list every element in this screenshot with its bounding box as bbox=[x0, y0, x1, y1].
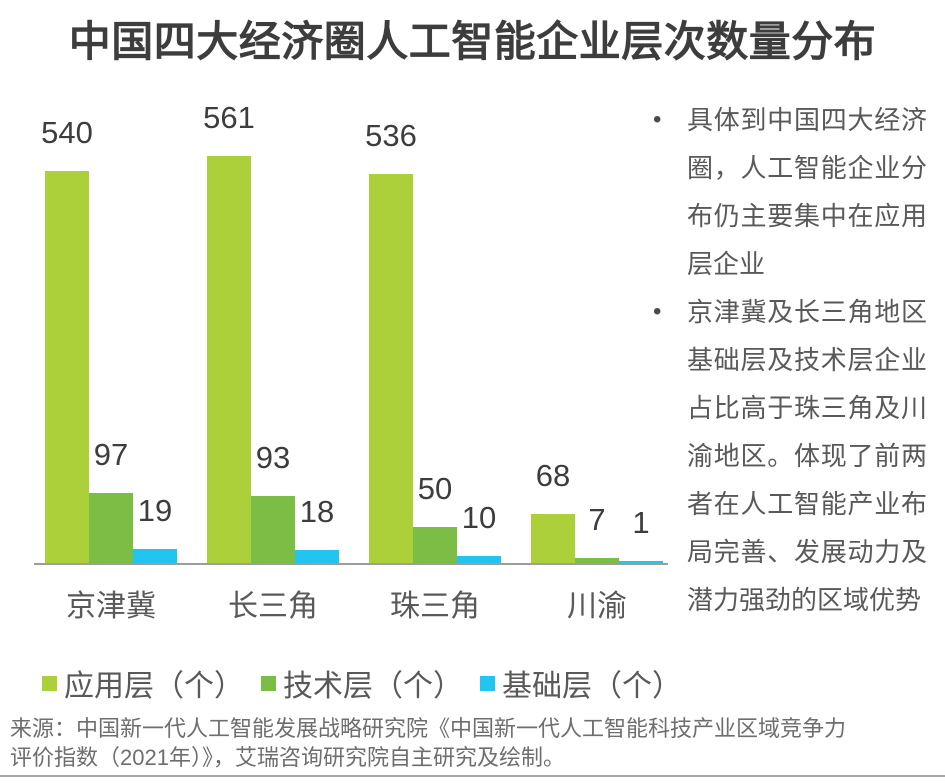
bar-value-label: 93 bbox=[255, 440, 291, 475]
legend-item-base-layer: 基础层（个） bbox=[480, 661, 682, 705]
bar-value-label: 536 bbox=[365, 118, 417, 153]
bar-base-layer bbox=[295, 550, 339, 563]
note-item: 京津冀及长三角地区基础层及技术层企业占比高于珠三角及川渝地区。体现了前两者在人工… bbox=[645, 288, 927, 624]
plot-area: 540 97 19 561 93 18 536 50 10 68 7 1 bbox=[34, 99, 674, 563]
bar-tech-layer bbox=[89, 493, 133, 563]
bar-base-layer bbox=[457, 556, 501, 563]
bar-app-layer bbox=[369, 174, 413, 563]
bar-app-layer bbox=[45, 171, 89, 563]
tech-layer-swatch-icon bbox=[261, 675, 276, 691]
bar-value-label: 18 bbox=[299, 494, 335, 529]
notes-list: 具体到中国四大经济圈，人工智能企业分布仍主要集中在应用层企业京津冀及长三角地区基… bbox=[645, 96, 927, 624]
bar-value-label: 561 bbox=[203, 100, 255, 135]
legend-label-tech-layer: 技术层（个） bbox=[283, 670, 463, 703]
note-item: 具体到中国四大经济圈，人工智能企业分布仍主要集中在应用层企业 bbox=[645, 96, 927, 288]
bar-app-layer bbox=[531, 514, 575, 563]
x-axis-line bbox=[34, 563, 668, 565]
x-axis-label: 长三角 bbox=[228, 590, 318, 623]
bar-value-label: 7 bbox=[588, 502, 606, 537]
bar-tech-layer bbox=[575, 558, 619, 563]
bar-group-2: 561 93 18 bbox=[203, 101, 339, 563]
bar-cell-app-layer: 536 bbox=[365, 119, 417, 563]
bar-cell-app-layer: 68 bbox=[531, 459, 575, 563]
legend-item-app-layer: 应用层（个） bbox=[42, 661, 244, 705]
bar-group-1: 540 97 19 bbox=[41, 116, 177, 563]
legend-label-base-layer: 基础层（个） bbox=[502, 670, 682, 703]
bar-cell-tech-layer: 50 bbox=[413, 472, 457, 563]
bar-base-layer bbox=[133, 549, 177, 563]
bar-cell-tech-layer: 97 bbox=[89, 438, 133, 563]
bar-base-layer bbox=[619, 561, 663, 563]
bar-cell-app-layer: 561 bbox=[203, 101, 255, 563]
bar-value-label: 540 bbox=[41, 115, 93, 150]
x-axis-label: 川渝 bbox=[567, 590, 627, 623]
chart-title: 中国四大经济圈人工智能企业层次数量分布 bbox=[68, 18, 877, 65]
bar-cell-app-layer: 540 bbox=[41, 116, 93, 563]
bar-value-label: 10 bbox=[461, 500, 497, 535]
x-axis-label: 京津冀 bbox=[66, 590, 156, 623]
bar-value-label: 68 bbox=[535, 458, 571, 493]
x-axis-label: 珠三角 bbox=[390, 590, 480, 623]
bar-group-3: 536 50 10 bbox=[365, 119, 501, 563]
legend: 应用层（个） 技术层（个） 基础层（个） bbox=[42, 661, 682, 705]
legend-label-app-layer: 应用层（个） bbox=[64, 670, 244, 703]
bar-cell-base-layer: 19 bbox=[133, 494, 177, 563]
bottom-divider bbox=[0, 775, 945, 777]
bar-cell-tech-layer: 93 bbox=[251, 441, 295, 563]
bar-cell-tech-layer: 7 bbox=[575, 503, 619, 563]
bar-chart: 540 97 19 561 93 18 536 50 10 68 7 1 京津冀 长三角 珠三角 川渝 应用… bbox=[34, 99, 682, 705]
source-note: 来源：中国新一代人工智能发展战略研究院《中国新一代人工智能科技产业区域竞争力评价… bbox=[10, 716, 847, 770]
bar-value-label: 50 bbox=[417, 471, 453, 506]
app-layer-swatch-icon bbox=[42, 675, 57, 691]
bar-tech-layer bbox=[413, 527, 457, 563]
bar-tech-layer bbox=[251, 496, 295, 563]
x-axis-labels: 京津冀 长三角 珠三角 川渝 bbox=[34, 589, 674, 625]
bar-cell-base-layer: 10 bbox=[457, 501, 501, 563]
bar-cell-base-layer: 18 bbox=[295, 495, 339, 563]
bar-app-layer bbox=[207, 156, 251, 563]
bar-value-label: 97 bbox=[93, 437, 129, 472]
bar-group-4: 68 7 1 bbox=[531, 459, 663, 563]
base-layer-swatch-icon bbox=[480, 675, 495, 691]
bar-value-label: 19 bbox=[137, 493, 173, 528]
legend-item-tech-layer: 技术层（个） bbox=[261, 661, 463, 705]
